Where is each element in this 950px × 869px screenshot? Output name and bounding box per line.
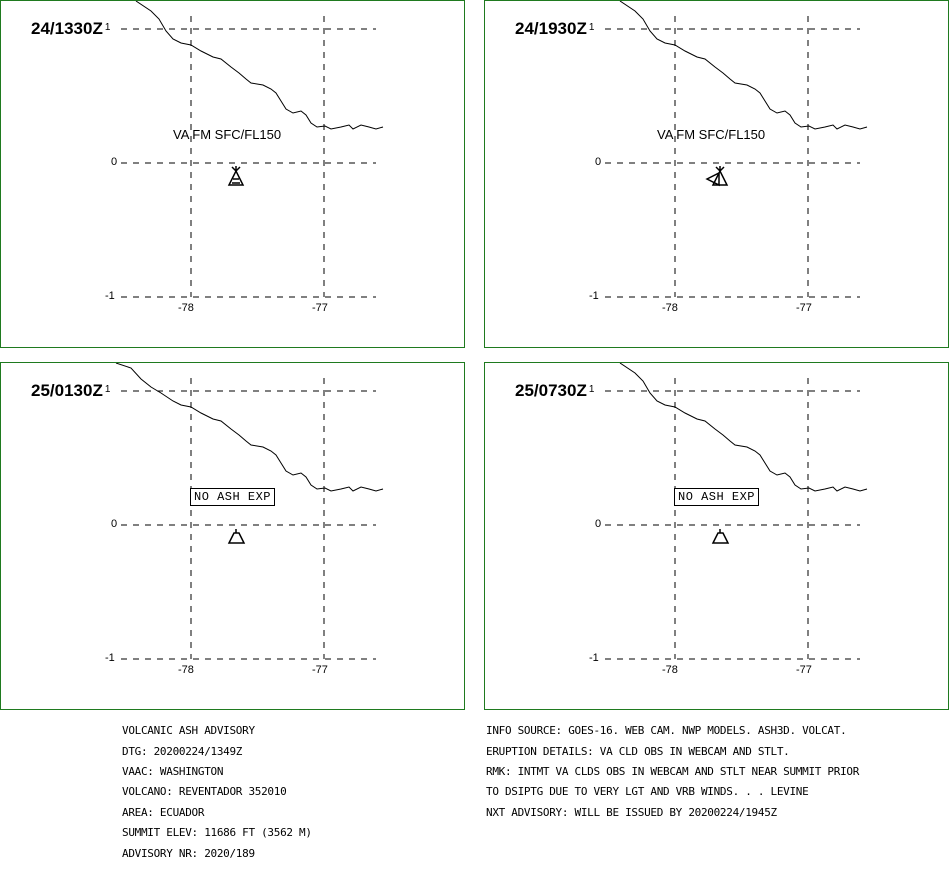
lon-label-minus77: -77 [796, 664, 812, 676]
advisory-details-block: INFO SOURCE: GOES-16. WEB CAM. NWP MODEL… [486, 716, 859, 828]
lat-label-minus1: -1 [589, 652, 599, 664]
volcano-icon [711, 529, 730, 544]
advisory-line: VOLCANO: REVENTADOR 352010 [122, 785, 287, 799]
forecast-panel-4: 25/0730Z 1 NO ASH EXP 0 -1 -78 -77 [484, 362, 949, 710]
lat-label-0: 0 [111, 156, 118, 168]
no-ash-expected-box: NO ASH EXP [190, 488, 276, 506]
lon-label-minus78: -78 [178, 302, 194, 314]
volcano-icon [705, 166, 729, 187]
forecast-panel-2: 24/1930Z 1 VA FM SFC/FL150 0 -1 -78 -77 [484, 0, 949, 348]
advisory-line: INFO SOURCE: GOES-16. WEB CAM. NWP MODEL… [486, 724, 847, 738]
lat-label-minus1: -1 [589, 290, 599, 302]
lon-label-minus78: -78 [662, 302, 678, 314]
ash-cloud-label: VA FM SFC/FL150 [173, 127, 282, 142]
coastline-border [619, 1, 868, 130]
lon-label-minus77: -77 [796, 302, 812, 314]
lat-label-0: 0 [595, 518, 602, 530]
lon-label-minus78: -78 [662, 664, 678, 676]
advisory-line: TO DSIPTG DUE TO VERY LGT AND VRB WINDS.… [486, 785, 809, 799]
volcano-icon [227, 166, 245, 186]
advisory-header-block: VOLCANIC ASH ADVISORY DTG: 20200224/1349… [122, 716, 312, 869]
coastline-border [619, 363, 868, 492]
map-graphic [605, 1, 868, 298]
ash-cloud-label: VA FM SFC/FL150 [657, 127, 766, 142]
lon-label-minus77: -77 [312, 664, 328, 676]
volcano-icon [227, 529, 246, 544]
advisory-line: ERUPTION DETAILS: VA CLD OBS IN WEBCAM A… [486, 744, 790, 758]
lat-label-0: 0 [111, 518, 118, 530]
lon-label-minus78: -78 [178, 664, 194, 676]
lon-label-minus77: -77 [312, 302, 328, 314]
map-graphic [121, 1, 384, 298]
advisory-line: SUMMIT ELEV: 11686 FT (3562 M) [122, 826, 312, 840]
advisory-line: RMK: INTMT VA CLDS OBS IN WEBCAM AND STL… [486, 765, 860, 779]
lat-label-minus1: -1 [105, 290, 115, 302]
forecast-panel-3: 25/0130Z 1 NO ASH EXP 0 -1 -78 -77 [0, 362, 465, 710]
advisory-line: VOLCANIC ASH ADVISORY [122, 724, 255, 738]
valid-time: 24/1930Z 1 [515, 19, 595, 38]
map-graphic [115, 363, 384, 660]
lat-label-minus1: -1 [105, 652, 115, 664]
forecast-panel-1: 24/1330Z 1 VA FM SFC/FL150 0 -1 -78 -77 [0, 0, 465, 348]
lat-label-0: 0 [595, 156, 602, 168]
advisory-line: DTG: 20200224/1349Z [122, 744, 243, 758]
advisory-line: VAAC: WASHINGTON [122, 765, 224, 779]
no-ash-expected-box: NO ASH EXP [674, 488, 760, 506]
coastline-border [115, 363, 384, 492]
advisory-line: ADVISORY NR: 2020/189 [122, 846, 255, 860]
coastline-border [135, 1, 384, 130]
valid-time: 24/1330Z 1 [31, 19, 111, 38]
valid-time: 25/0730Z 1 [515, 381, 595, 400]
map-graphic [605, 363, 868, 660]
valid-time: 25/0130Z 1 [31, 381, 111, 400]
advisory-line: NXT ADVISORY: WILL BE ISSUED BY 20200224… [486, 805, 777, 819]
advisory-line: AREA: ECUADOR [122, 805, 205, 819]
